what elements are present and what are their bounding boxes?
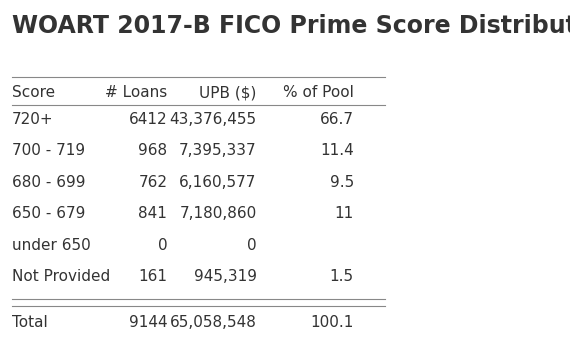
Text: 161: 161 bbox=[139, 269, 168, 284]
Text: 6,160,577: 6,160,577 bbox=[180, 175, 256, 190]
Text: 1.5: 1.5 bbox=[329, 269, 354, 284]
Text: 43,376,455: 43,376,455 bbox=[169, 112, 256, 127]
Text: 9144: 9144 bbox=[129, 315, 168, 330]
Text: 100.1: 100.1 bbox=[311, 315, 354, 330]
Text: 7,395,337: 7,395,337 bbox=[179, 143, 256, 158]
Text: 11.4: 11.4 bbox=[320, 143, 354, 158]
Text: Not Provided: Not Provided bbox=[12, 269, 110, 284]
Text: 0: 0 bbox=[158, 238, 168, 253]
Text: 66.7: 66.7 bbox=[320, 112, 354, 127]
Text: # Loans: # Loans bbox=[105, 85, 168, 100]
Text: WOART 2017-B FICO Prime Score Distribution: WOART 2017-B FICO Prime Score Distributi… bbox=[12, 14, 570, 38]
Text: 650 - 679: 650 - 679 bbox=[12, 206, 86, 221]
Text: 841: 841 bbox=[139, 206, 168, 221]
Text: 968: 968 bbox=[138, 143, 168, 158]
Text: Score: Score bbox=[12, 85, 55, 100]
Text: 7,180,860: 7,180,860 bbox=[180, 206, 256, 221]
Text: UPB ($): UPB ($) bbox=[200, 85, 256, 100]
Text: 720+: 720+ bbox=[12, 112, 54, 127]
Text: 680 - 699: 680 - 699 bbox=[12, 175, 86, 190]
Text: 11: 11 bbox=[335, 206, 354, 221]
Text: % of Pool: % of Pool bbox=[283, 85, 354, 100]
Text: Total: Total bbox=[12, 315, 48, 330]
Text: 0: 0 bbox=[247, 238, 256, 253]
Text: 9.5: 9.5 bbox=[329, 175, 354, 190]
Text: 65,058,548: 65,058,548 bbox=[170, 315, 256, 330]
Text: under 650: under 650 bbox=[12, 238, 91, 253]
Text: 6412: 6412 bbox=[129, 112, 168, 127]
Text: 700 - 719: 700 - 719 bbox=[12, 143, 85, 158]
Text: 762: 762 bbox=[139, 175, 168, 190]
Text: 945,319: 945,319 bbox=[194, 269, 256, 284]
